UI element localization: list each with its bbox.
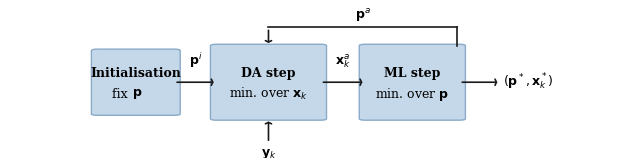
Text: DA step: DA step xyxy=(241,67,296,80)
Text: $\mathbf{p}^a$: $\mathbf{p}^a$ xyxy=(355,7,371,24)
FancyBboxPatch shape xyxy=(359,44,465,120)
Text: $(\mathbf{p}^*, \mathbf{x}_k^*)$: $(\mathbf{p}^*, \mathbf{x}_k^*)$ xyxy=(502,72,553,92)
Text: ML step: ML step xyxy=(384,67,440,80)
Text: Initialisation: Initialisation xyxy=(90,67,181,80)
Text: $\mathbf{x}_k^a$: $\mathbf{x}_k^a$ xyxy=(335,52,351,70)
Text: min. over $\mathbf{x}_k$: min. over $\mathbf{x}_k$ xyxy=(229,86,308,102)
FancyBboxPatch shape xyxy=(211,44,326,120)
Text: $\mathbf{y}_k$: $\mathbf{y}_k$ xyxy=(260,147,276,158)
Text: fix: fix xyxy=(112,88,132,101)
Text: min. over $\mathbf{p}$: min. over $\mathbf{p}$ xyxy=(375,86,449,103)
Text: $\mathbf{p}$: $\mathbf{p}$ xyxy=(132,87,142,101)
FancyBboxPatch shape xyxy=(92,49,180,115)
Text: $\mathbf{p}^i$: $\mathbf{p}^i$ xyxy=(189,51,202,70)
